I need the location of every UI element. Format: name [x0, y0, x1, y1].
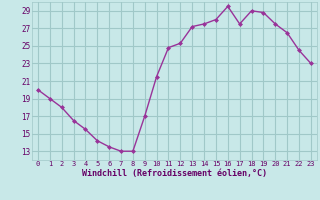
X-axis label: Windchill (Refroidissement éolien,°C): Windchill (Refroidissement éolien,°C)	[82, 169, 267, 178]
